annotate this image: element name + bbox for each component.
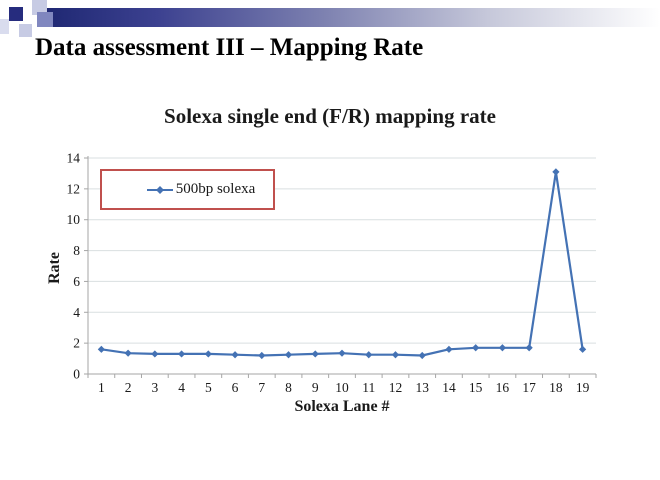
x-tick-label: 7 (258, 380, 265, 395)
data-point-marker (552, 168, 560, 176)
x-tick-label: 9 (312, 380, 319, 395)
x-tick-label: 4 (178, 380, 185, 395)
y-tick-label: 0 (73, 367, 80, 382)
x-axis-title: Solexa Lane # (294, 398, 390, 415)
x-tick-label: 17 (522, 380, 536, 395)
x-tick-label: 14 (442, 380, 456, 395)
data-point-marker (97, 345, 105, 353)
x-tick-label: 19 (576, 380, 590, 395)
y-tick-label: 12 (67, 181, 81, 196)
data-point-marker (124, 349, 132, 357)
x-tick-label: 16 (496, 380, 510, 395)
data-point-marker (365, 351, 373, 359)
data-point-marker (418, 351, 426, 360)
data-point-marker (151, 350, 159, 358)
deco-square-pale-low (19, 24, 32, 37)
data-point-marker (525, 344, 533, 352)
data-point-marker (284, 351, 293, 359)
data-point-marker (231, 351, 239, 359)
chart-title: Solexa single end (F/R) mapping rate (164, 104, 496, 128)
deco-square-pale-left (0, 19, 9, 34)
x-tick-label: 18 (549, 380, 563, 395)
deco-square-medium (37, 12, 53, 27)
x-tick-label: 3 (151, 380, 158, 395)
x-tick-label: 12 (389, 380, 403, 395)
data-point-marker (579, 345, 587, 353)
y-tick-label: 2 (73, 336, 80, 351)
x-tick-label: 6 (232, 380, 239, 395)
header-gradient-bar (47, 8, 660, 27)
deco-square-pale-top (32, 0, 47, 15)
x-tick-label: 15 (469, 380, 483, 395)
y-tick-label: 4 (73, 305, 80, 320)
x-tick-label: 5 (205, 380, 212, 395)
x-tick-label: 8 (285, 380, 292, 395)
data-point-marker (177, 350, 186, 358)
data-point-marker (445, 345, 453, 353)
x-tick-label: 11 (362, 380, 375, 395)
data-point-marker (311, 350, 319, 358)
data-point-marker (498, 344, 507, 352)
y-tick-label: 10 (67, 212, 81, 227)
y-axis-title: Rate (46, 252, 63, 284)
chart-plot-area: 0 2 4 6 8 10 12 14 1 2 3 4 5 6 7 8 9 10 11 12 13 14 15 16 17 18 19 (40, 150, 625, 400)
deco-square-navy (9, 7, 23, 21)
data-point-marker (338, 349, 346, 357)
data-point-marker (204, 350, 212, 358)
legend-series-label: 500bp solexa (175, 181, 256, 197)
x-tick-label: 10 (335, 380, 349, 395)
x-tick-label: 1 (98, 380, 105, 395)
x-tick-label: 2 (125, 380, 132, 395)
data-point-marker (391, 351, 400, 359)
y-tick-label: 8 (73, 243, 80, 258)
legend-series-marker-icon (146, 185, 173, 194)
slide-title: Data assessment III – Mapping Rate (35, 34, 424, 61)
data-point-marker (472, 344, 480, 352)
y-tick-label: 14 (67, 151, 81, 166)
x-tick-label: 13 (415, 380, 429, 395)
chart-legend: 500bp solexa (100, 169, 275, 210)
data-point-marker (258, 351, 266, 360)
y-tick-label: 6 (73, 274, 80, 289)
